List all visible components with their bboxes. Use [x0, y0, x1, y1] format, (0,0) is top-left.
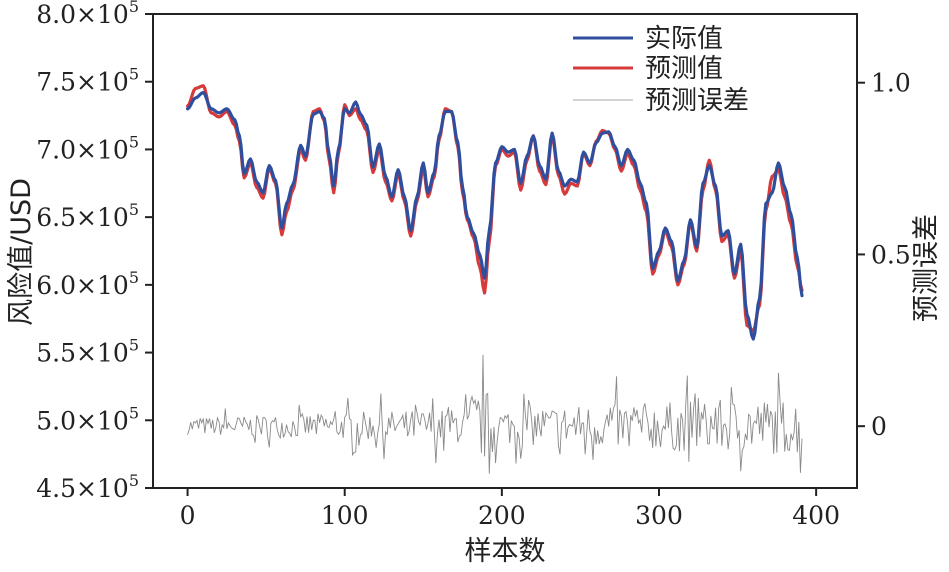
y-tick-exponent: 5	[129, 132, 139, 151]
y-tick-label: 7.5×105	[36, 65, 139, 97]
x-axis-label: 样本数	[465, 536, 546, 567]
y-axis-label: 风险值/USD	[6, 178, 37, 326]
y-tick-label: 8.0×105	[36, 0, 139, 29]
y2-tick-label: 0.5	[871, 240, 911, 269]
y2-tick-label: 0	[871, 412, 887, 441]
x-tick-label: 200	[478, 501, 526, 530]
y-tick-mantissa: 7.5×10	[36, 68, 129, 97]
y-tick-mantissa: 7.0×10	[36, 135, 129, 164]
x-tick-label: 300	[635, 501, 683, 530]
error-series-layer	[187, 354, 803, 474]
series-line-error	[187, 354, 803, 474]
y2-tick-label: 1.0	[871, 69, 911, 98]
y-tick-mantissa: 6.5×10	[36, 203, 129, 232]
y-tick-label: 7.0×105	[36, 132, 139, 164]
series-layer	[185, 84, 804, 341]
y-tick-mantissa: 6.0×10	[36, 271, 129, 300]
series-line-actual	[185, 90, 804, 341]
y-tick-label: 5.5×105	[36, 336, 139, 368]
y-tick-mantissa: 8.0×10	[36, 0, 129, 29]
y-tick-exponent: 5	[129, 471, 139, 490]
y-tick-label: 5.0×105	[36, 403, 139, 435]
y-tick-exponent: 5	[129, 268, 139, 287]
legend-label: 预测误差	[645, 86, 749, 116]
y-tick-label: 6.5×105	[36, 200, 139, 232]
y-tick-label: 4.5×105	[36, 471, 139, 503]
y2-axis-label: 预测误差	[911, 214, 942, 322]
grid-layer: 0 100 200 300 4004.5×1055.0×1055.5×1056.0×10…	[36, 0, 910, 530]
y-tick-exponent: 5	[129, 0, 139, 16]
y-tick-label: 6.0×105	[36, 268, 139, 300]
legend-label: 预测值	[645, 54, 723, 84]
x-tick-label: 400	[792, 501, 840, 530]
y-tick-exponent: 5	[129, 336, 139, 355]
y-tick-exponent: 5	[129, 403, 139, 422]
x-tick-label: 100	[321, 501, 369, 530]
x-tick-label: 0	[180, 501, 196, 530]
y-tick-mantissa: 4.5×10	[36, 474, 129, 503]
y-tick-exponent: 5	[129, 65, 139, 84]
y-tick-mantissa: 5.0×10	[36, 406, 129, 435]
y-tick-exponent: 5	[129, 200, 139, 219]
y-tick-mantissa: 5.5×10	[36, 339, 129, 368]
plot-frame	[152, 13, 858, 489]
legend-label: 实际值	[645, 24, 723, 54]
